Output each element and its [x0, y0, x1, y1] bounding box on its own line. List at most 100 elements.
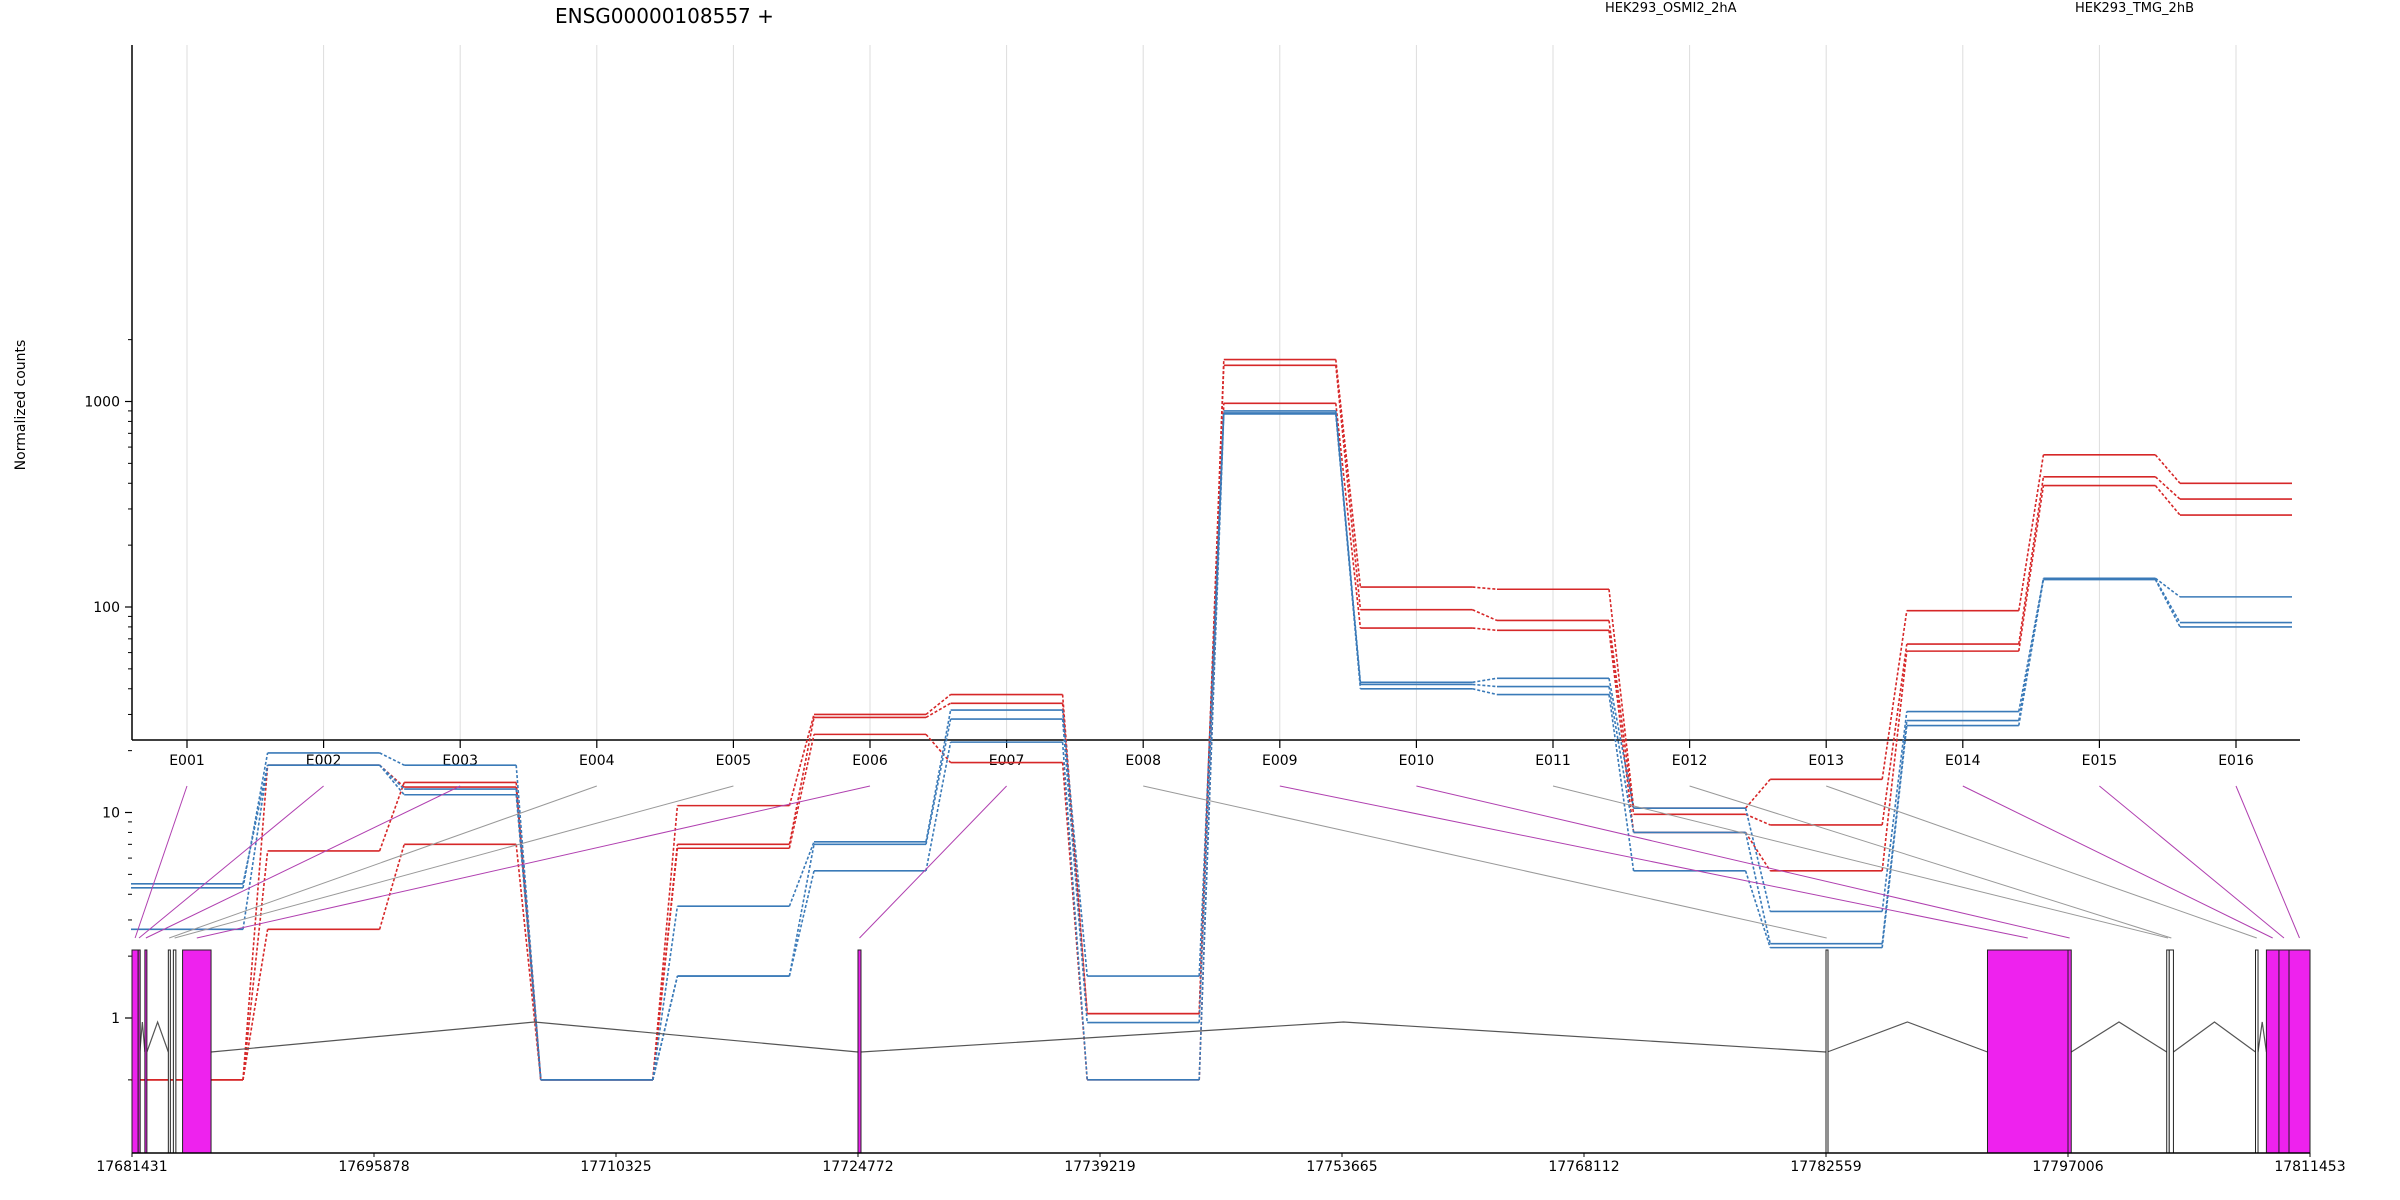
coordinate-label: 17695878	[338, 1159, 409, 1175]
y-axis-label: Normalized counts	[13, 340, 29, 471]
connector-e005	[174, 785, 734, 939]
series-3-transition	[925, 733, 952, 764]
connector-e011	[1552, 785, 2169, 939]
series-6-transition	[652, 975, 679, 1081]
series-5-transition	[1198, 412, 1225, 1023]
y-tick-label-100: 100	[93, 600, 120, 616]
series-1-transition	[1744, 778, 1771, 809]
intron-line	[146, 1020, 169, 1053]
connector-e014	[1962, 785, 2273, 939]
series-4-transition	[1744, 807, 1771, 912]
grid-lines	[186, 45, 2237, 740]
x-tick-label-e005: E005	[716, 753, 752, 769]
exon-block-e009	[1986, 949, 2069, 1154]
series-6-transition	[1881, 725, 1908, 948]
series-4-transition	[1881, 711, 1908, 912]
connector-e016	[2235, 785, 2300, 939]
series-1-transition	[1881, 610, 1908, 780]
exon-block-e008	[1825, 949, 1829, 1154]
series-6-transition	[2154, 579, 2181, 628]
series-6	[131, 413, 2292, 1081]
connector-e015	[2099, 785, 2285, 939]
series-6-transition	[1744, 870, 1771, 948]
intron-line	[2173, 1021, 2256, 1053]
series-3-transition	[515, 786, 542, 1080]
exon-block-e003	[144, 949, 148, 1154]
series-5-transition	[1061, 718, 1088, 1023]
series-3-transition	[1335, 403, 1362, 629]
series-3-transition	[1744, 831, 1771, 872]
series-1-transition	[1472, 586, 1498, 591]
exon-block-e005	[172, 949, 177, 1154]
chart-title: ENSG00000108557 +	[555, 4, 774, 28]
exon-block-e006	[182, 949, 212, 1154]
intron-line	[1827, 1021, 1988, 1053]
gene-model: 17681431 17695878 17710325 17724772 17739219…	[96, 949, 2346, 1175]
series-6-transition	[1335, 413, 1362, 689]
coordinate-label: 17739219	[1064, 1159, 1135, 1175]
series-2	[131, 364, 2292, 1081]
y-tick-label-1: 1	[111, 1011, 120, 1027]
connector-e013	[1826, 785, 2257, 939]
x-tick-label-e011: E011	[1535, 753, 1571, 769]
exon-block-e004	[167, 949, 171, 1154]
y-tick-label-1000: 1000	[84, 395, 120, 411]
series-4-transition	[379, 752, 405, 766]
connector-e003	[145, 785, 461, 939]
x-tick-label-e002: E002	[306, 753, 342, 769]
coordinate-label: 17724772	[822, 1159, 893, 1175]
series-4-transition	[515, 765, 542, 1080]
series-4-transition	[925, 709, 952, 842]
exon-block-e007	[857, 949, 862, 1154]
series-3-transition	[1881, 651, 1908, 871]
connector-e001	[134, 785, 188, 939]
series-6-transition	[788, 870, 815, 977]
series-2-transition	[1198, 365, 1225, 1014]
x-tick-label-e004: E004	[579, 753, 615, 769]
series-3-transition	[1608, 630, 1635, 833]
connector-e012	[1689, 785, 2172, 939]
series-4-transition	[652, 906, 679, 1080]
x-tick-label-e003: E003	[442, 753, 478, 769]
series-5-transition	[242, 764, 269, 884]
x-tick-label-e015: E015	[2082, 753, 2118, 769]
x-tick-label-e012: E012	[1672, 753, 1708, 769]
series-6-transition	[925, 741, 952, 872]
series-3-transition	[2018, 485, 2045, 652]
coordinate-label: 17768112	[1548, 1159, 1619, 1175]
connector-e002	[138, 785, 324, 939]
legend-entry-osmi2: HEK293_OSMI2_2hA	[1605, 1, 1737, 16]
series-2-transition	[1335, 365, 1362, 610]
series-1-transition	[788, 714, 815, 806]
series-1-transition	[1335, 359, 1362, 588]
series-5-transition	[1472, 683, 1498, 688]
connector-e008	[1143, 785, 1827, 939]
intron-line	[2070, 1021, 2168, 1053]
exon-connector-lines	[134, 785, 2300, 939]
connector-e010	[1416, 785, 2070, 939]
series-3-transition	[1472, 627, 1498, 632]
series-1-transition	[2018, 454, 2045, 611]
series-4-transition	[242, 752, 269, 888]
series-2-transition	[1472, 608, 1498, 622]
intron-line	[860, 1021, 1827, 1053]
x-tick-label-e009: E009	[1262, 753, 1298, 769]
coordinate-label: 17681431	[96, 1159, 167, 1175]
intron-line	[210, 1021, 859, 1053]
series-2-transition	[2018, 476, 2045, 645]
series-1-transition	[1608, 589, 1635, 809]
coordinate-label: 17811453	[2274, 1159, 2345, 1175]
series-5-transition	[1744, 832, 1771, 944]
connector-e009	[1279, 785, 2028, 939]
series-1-transition	[378, 782, 405, 852]
intron-line	[139, 1021, 146, 1053]
y-tick-label-10: 10	[102, 806, 120, 822]
x-tick-label-e001: E001	[169, 753, 205, 769]
coordinate-label: 17710325	[580, 1159, 651, 1175]
series-1-transition	[242, 850, 269, 1080]
series-4-transition	[2154, 577, 2181, 598]
series-4-transition	[1472, 677, 1498, 684]
coordinate-label: 17797006	[2032, 1159, 2103, 1175]
x-tick-label-e008: E008	[1125, 753, 1161, 769]
series-3-transition	[788, 734, 815, 849]
